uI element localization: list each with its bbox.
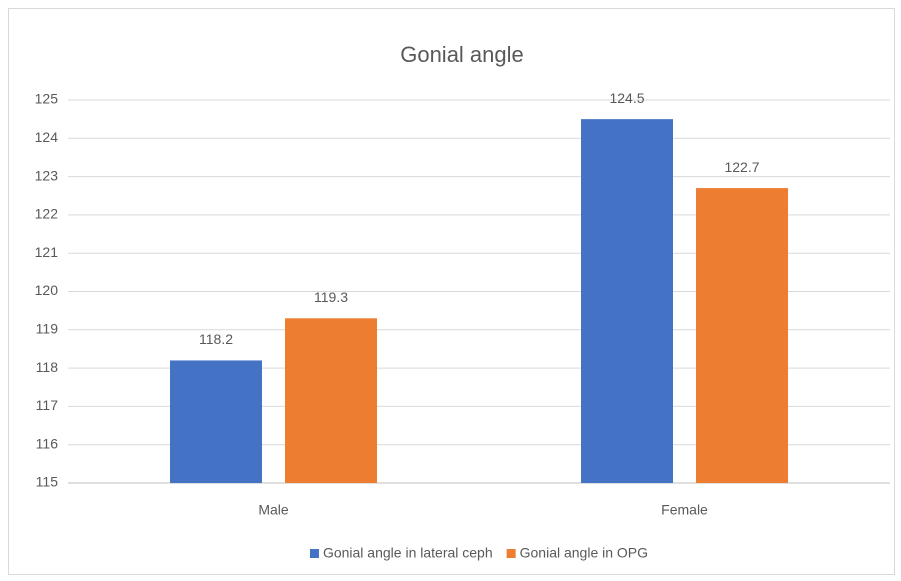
y-tick-label: 123 bbox=[35, 167, 59, 183]
x-tick-label: Male bbox=[258, 502, 289, 518]
data-label: 122.7 bbox=[724, 159, 759, 175]
data-label: 118.2 bbox=[199, 331, 233, 347]
bar bbox=[696, 188, 788, 483]
legend-swatch bbox=[506, 549, 516, 558]
legend-swatch bbox=[309, 549, 319, 558]
y-tick-label: 115 bbox=[36, 474, 59, 490]
y-tick-label: 118 bbox=[36, 359, 59, 375]
data-label: 119.3 bbox=[314, 289, 348, 305]
bar bbox=[285, 318, 377, 483]
y-tick-label: 120 bbox=[35, 282, 59, 298]
legend-label: Gonial angle in OPG bbox=[520, 545, 648, 561]
y-tick-label: 124 bbox=[35, 129, 59, 145]
x-tick-label: Female bbox=[661, 502, 708, 518]
bar bbox=[581, 119, 673, 484]
bar bbox=[170, 360, 262, 483]
y-tick-label: 121 bbox=[35, 244, 59, 260]
legend-label: Gonial angle in lateral ceph bbox=[323, 545, 493, 561]
y-tick-label: 119 bbox=[36, 321, 59, 337]
y-tick-label: 116 bbox=[36, 435, 59, 451]
chart-title: Gonial angle bbox=[400, 42, 524, 67]
y-tick-label: 125 bbox=[35, 91, 59, 107]
y-tick-label: 122 bbox=[35, 206, 59, 222]
data-label: 124.5 bbox=[609, 90, 644, 106]
y-tick-label: 117 bbox=[36, 397, 59, 413]
